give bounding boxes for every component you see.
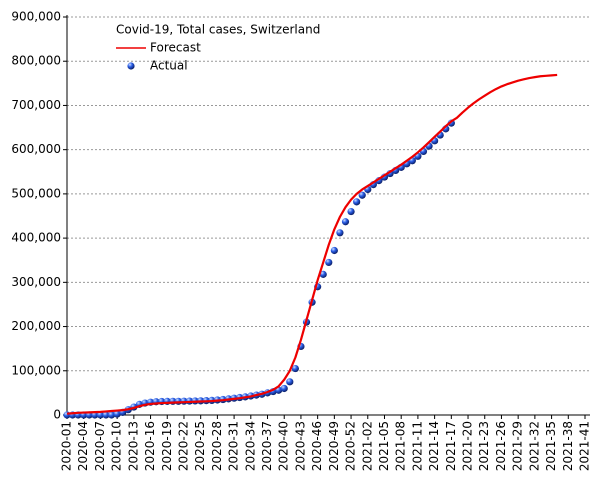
data-point xyxy=(280,384,288,393)
x-tick-label: 2020-40 xyxy=(277,421,291,471)
data-point xyxy=(96,411,105,419)
x-tick-label: 2021-29 xyxy=(511,421,525,471)
data-point xyxy=(330,246,338,255)
x-tick-label: 2021-11 xyxy=(410,421,424,471)
data-point xyxy=(336,229,344,237)
x-tick-label: 2020-19 xyxy=(160,421,174,471)
data-point xyxy=(107,411,116,419)
y-tick-label: 100,000 xyxy=(11,363,61,377)
x-tick-label: 2021-23 xyxy=(477,421,491,471)
x-tick-label: 2020-28 xyxy=(210,421,224,471)
y-tick-label: 900,000 xyxy=(11,10,61,24)
data-point xyxy=(286,378,294,386)
x-tick-label: 2020-22 xyxy=(176,421,190,471)
x-tick-label: 2021-26 xyxy=(494,421,508,471)
x-tick-label: 2020-16 xyxy=(143,421,157,471)
y-tick-label: 200,000 xyxy=(11,319,61,333)
x-tick-label: 2020-25 xyxy=(193,421,207,471)
legend-swatch xyxy=(127,62,135,70)
y-tick-label: 800,000 xyxy=(11,54,61,68)
data-point xyxy=(319,270,327,278)
x-tick-label: 2021-41 xyxy=(578,421,592,471)
data-point xyxy=(347,207,355,216)
y-tick-label: 500,000 xyxy=(11,186,61,200)
y-tick-label: 700,000 xyxy=(11,98,61,112)
x-tick-label: 2021-02 xyxy=(360,421,374,471)
x-tick-label: 2020-04 xyxy=(76,421,90,471)
data-point xyxy=(113,410,121,418)
x-tick-label: 2020-07 xyxy=(93,421,107,471)
x-tick-label: 2021-35 xyxy=(544,421,558,471)
legend-label: Actual xyxy=(150,59,188,73)
y-tick-label: 400,000 xyxy=(11,231,61,245)
x-tick-label: 2021-32 xyxy=(527,421,541,471)
legend-label: Forecast xyxy=(150,41,201,55)
x-tick-label: 2020-43 xyxy=(293,421,307,471)
x-tick-label: 2021-08 xyxy=(394,421,408,471)
x-tick-label: 2020-34 xyxy=(243,421,257,471)
data-point xyxy=(102,411,110,419)
data-point xyxy=(325,258,333,267)
data-point xyxy=(358,191,366,199)
y-tick-label: 600,000 xyxy=(11,142,61,156)
x-tick-label: 2021-38 xyxy=(561,421,575,471)
forecast-line xyxy=(66,73,558,415)
x-tick-label: 2021-20 xyxy=(461,421,475,471)
data-point xyxy=(353,198,361,206)
x-tick-label: 2020-31 xyxy=(227,421,241,471)
x-tick-label: 2020-46 xyxy=(310,421,324,471)
x-tick-label: 2021-05 xyxy=(377,421,391,471)
x-tick-label: 2020-01 xyxy=(60,421,74,471)
x-tick-label: 2021-14 xyxy=(427,421,441,471)
x-tick-label: 2020-49 xyxy=(327,421,341,471)
x-tick-label: 2020-52 xyxy=(344,421,358,471)
legend-title: Covid-19, Total cases, Switzerland xyxy=(116,23,320,37)
data-point xyxy=(291,364,299,373)
y-tick-label: 0 xyxy=(53,408,61,422)
y-tick-label: 300,000 xyxy=(11,275,61,289)
x-tick-label: 2021-17 xyxy=(444,421,458,471)
x-tick-label: 2020-13 xyxy=(126,421,140,471)
data-point xyxy=(341,218,350,226)
x-tick-label: 2020-37 xyxy=(260,421,274,471)
x-tick-label: 2020-10 xyxy=(110,421,124,471)
